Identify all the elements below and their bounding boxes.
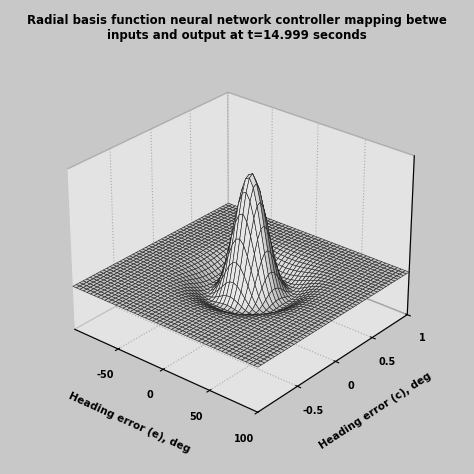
X-axis label: Heading error (e), deg: Heading error (e), deg bbox=[67, 391, 192, 455]
Y-axis label: Heading error (c), deg: Heading error (c), deg bbox=[317, 371, 433, 451]
Text: Radial basis function neural network controller mapping betwe
inputs and output : Radial basis function neural network con… bbox=[27, 14, 447, 42]
